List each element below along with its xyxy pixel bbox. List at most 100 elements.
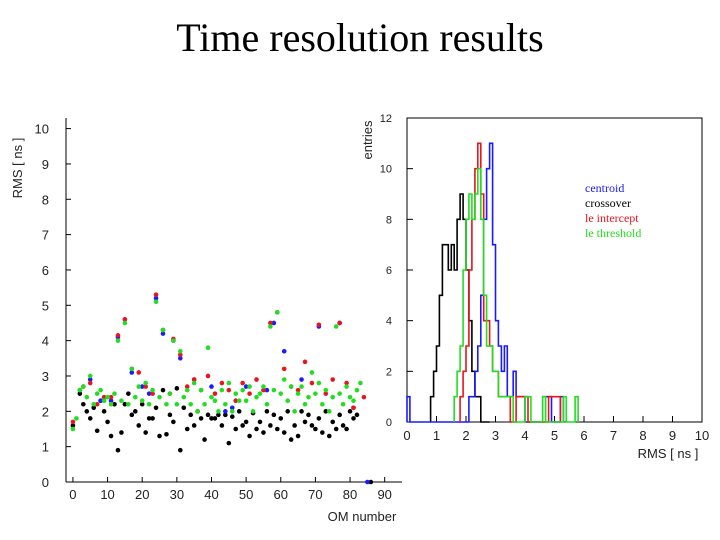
scatter-point-le-intercept bbox=[309, 380, 315, 386]
left-y-axis-label: RMS [ ns ] bbox=[10, 138, 25, 199]
scatter-point-le-intercept bbox=[136, 370, 142, 375]
right-x-axis-label: RMS [ ns ] bbox=[638, 446, 699, 461]
scatter-point-le-threshold bbox=[264, 401, 270, 407]
legend: centroid crossover le intercept le thres… bbox=[585, 181, 641, 240]
scatter-point-le-threshold bbox=[87, 373, 93, 379]
scatter-point-le-intercept bbox=[226, 387, 232, 393]
scatter-point-le-threshold bbox=[94, 391, 100, 396]
scatter-point-le-intercept bbox=[351, 405, 356, 411]
scatter-point-crossover bbox=[209, 416, 214, 421]
right-x-tick-label: 6 bbox=[580, 428, 587, 443]
scatter-point-le-threshold bbox=[101, 398, 107, 404]
left-x-axis-label: OM number bbox=[328, 509, 397, 524]
scatter-point-le-threshold bbox=[278, 391, 284, 396]
scatter-point-crossover bbox=[122, 401, 128, 407]
scatter-point-le-threshold bbox=[330, 394, 336, 400]
scatter-point-le-threshold bbox=[209, 394, 214, 400]
scatter-point-crossover bbox=[351, 416, 356, 421]
left-y-tick-label: 10 bbox=[35, 122, 49, 137]
scatter-point-crossover bbox=[164, 431, 169, 437]
scatter-point-le-threshold bbox=[254, 394, 259, 400]
scatter-point-le-intercept bbox=[295, 387, 301, 393]
scatter-point-crossover bbox=[191, 423, 197, 428]
scatter-point-crossover bbox=[129, 412, 135, 418]
scatter-point-le-intercept bbox=[330, 377, 336, 382]
scatter-point-crossover bbox=[240, 423, 245, 428]
left-y-tick-label: 5 bbox=[42, 298, 49, 313]
scatter-point-le-intercept bbox=[87, 380, 93, 386]
left-x-tick-label: 20 bbox=[135, 487, 149, 502]
scatter-point-le-threshold bbox=[129, 366, 135, 372]
scatter-point-crossover bbox=[205, 412, 211, 418]
scatter-point-crossover bbox=[70, 423, 76, 428]
scatter-point-crossover bbox=[268, 423, 273, 428]
scatter-point-le-intercept bbox=[219, 380, 225, 386]
scatter-point-le-threshold bbox=[146, 401, 152, 407]
scatter-point-le-threshold bbox=[188, 401, 194, 407]
scatter-point-crossover bbox=[243, 419, 249, 425]
scatter-point-le-threshold bbox=[171, 338, 176, 343]
scatter-point-le-threshold bbox=[126, 401, 131, 407]
scatter-point-le-threshold bbox=[178, 348, 183, 354]
left-y-tick-label: 1 bbox=[42, 440, 49, 455]
scatter-point-le-intercept bbox=[247, 391, 252, 396]
scatter-point-le-threshold bbox=[316, 380, 322, 386]
scatter-point-centroid bbox=[129, 370, 135, 375]
scatter-point-le-threshold bbox=[295, 391, 301, 396]
scatter-point-le-threshold bbox=[306, 394, 311, 400]
right-x-tick-label: 5 bbox=[551, 428, 558, 443]
scatter-point-crossover bbox=[181, 405, 187, 411]
scatter-point-crossover bbox=[160, 387, 166, 393]
scatter-point-le-threshold bbox=[91, 401, 97, 407]
scatter-point-crossover bbox=[274, 426, 280, 432]
left-y-tick-label: 9 bbox=[42, 157, 49, 172]
scatter-point-le-threshold bbox=[157, 394, 162, 400]
scatter-point-le-intercept bbox=[212, 391, 218, 396]
scatter-point-le-intercept bbox=[316, 322, 322, 328]
scatter-point-crossover bbox=[333, 426, 339, 432]
scatter-point-le-threshold bbox=[81, 384, 86, 389]
scatter-point-crossover bbox=[167, 412, 173, 418]
scatter-point-centroid bbox=[264, 387, 270, 393]
scatter-point-centroid bbox=[87, 377, 93, 382]
scatter-point-crossover bbox=[219, 423, 225, 428]
scatter-point-le-threshold bbox=[174, 401, 180, 407]
scatter-point-le-intercept bbox=[261, 387, 266, 393]
scatter-point-crossover bbox=[198, 416, 204, 421]
scatter-point-le-threshold bbox=[288, 384, 294, 389]
right-x-tick-label: 8 bbox=[639, 428, 646, 443]
scatter-point-crossover bbox=[233, 426, 239, 432]
scatter-point-crossover bbox=[132, 409, 138, 414]
scatter-point-crossover bbox=[340, 423, 346, 428]
scatter-point-le-threshold bbox=[115, 338, 121, 343]
scatter-point-crossover bbox=[313, 426, 318, 432]
right-y-tick-label: 0 bbox=[386, 417, 392, 429]
scatter-point-le-threshold bbox=[167, 391, 173, 396]
scatter-point-crossover bbox=[150, 416, 155, 421]
scatter-point-le-threshold bbox=[243, 398, 249, 404]
scatter-points bbox=[70, 292, 374, 485]
scatter-point-le-intercept bbox=[101, 394, 107, 400]
scatter-point-le-intercept bbox=[191, 377, 197, 382]
scatter-point-crossover bbox=[184, 426, 190, 432]
scatter-point-centroid bbox=[243, 384, 249, 389]
scatter-point-le-threshold bbox=[184, 387, 190, 393]
scatter-point-crossover bbox=[146, 416, 152, 421]
scatter-point-le-threshold bbox=[132, 394, 138, 400]
scatter-point-le-threshold bbox=[236, 398, 242, 404]
scatter-point-le-threshold bbox=[299, 384, 304, 389]
scatter-point-centroid bbox=[281, 348, 287, 354]
scatter-point-le-threshold bbox=[223, 401, 228, 407]
scatter-point-crossover bbox=[188, 412, 194, 418]
scatter-point-le-threshold bbox=[164, 401, 169, 407]
scatter-point-crossover bbox=[261, 430, 266, 435]
scatter-point-le-threshold bbox=[139, 398, 145, 404]
scatter-point-le-intercept bbox=[323, 391, 329, 396]
scatter-point-le-threshold bbox=[160, 327, 166, 333]
right-y-tick-label: 12 bbox=[380, 113, 392, 125]
scatter-point-centroid bbox=[139, 384, 145, 389]
scatter-point-le-threshold bbox=[191, 380, 197, 386]
scatter-point-crossover bbox=[229, 414, 235, 419]
scatter-point-crossover bbox=[226, 440, 232, 446]
